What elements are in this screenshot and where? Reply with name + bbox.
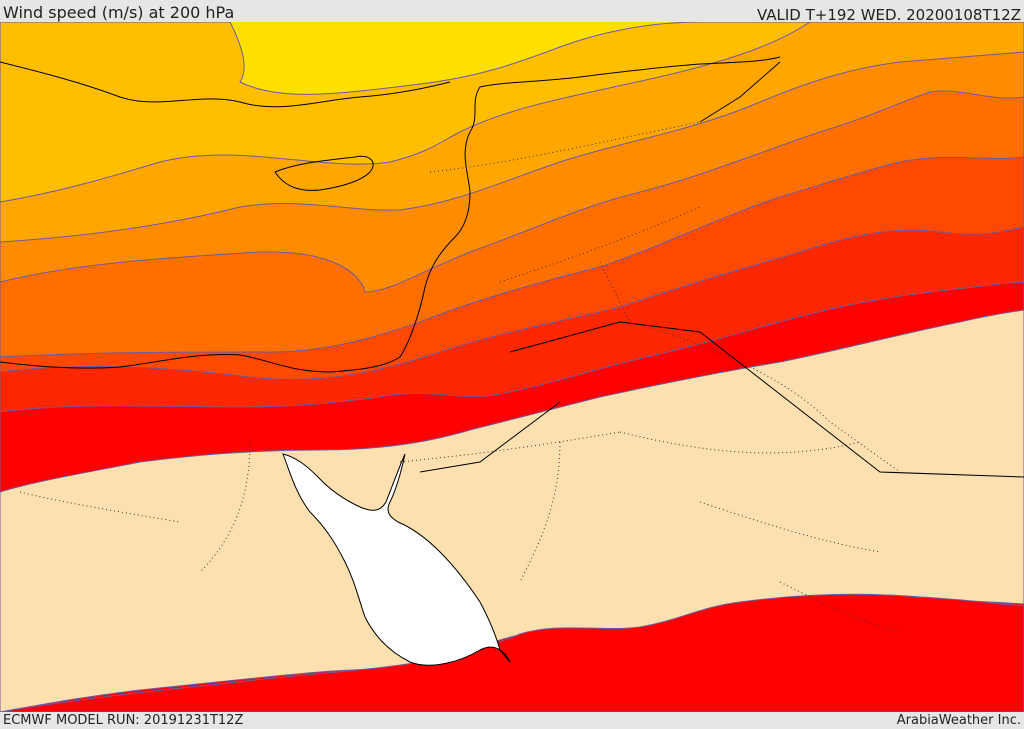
international-borders bbox=[419, 61, 1024, 478]
credit-label: ArabiaWeather Inc. bbox=[896, 713, 1021, 728]
low-wind-area bbox=[0, 309, 1024, 712]
model-run-label: ECMWF MODEL RUN: 20191231T12Z bbox=[3, 713, 244, 728]
band-red-south bbox=[0, 593, 1024, 712]
wind-speed-map bbox=[0, 22, 1024, 712]
header-title: Wind speed (m/s) at 200 hPa bbox=[3, 3, 235, 22]
coastline bbox=[0, 56, 781, 373]
valid-time-label: VALID T+192 WED. 20200108T12Z bbox=[756, 6, 1021, 24]
turkey-coast bbox=[0, 61, 451, 108]
red-sea bbox=[282, 453, 511, 666]
cyprus-island bbox=[274, 155, 374, 191]
